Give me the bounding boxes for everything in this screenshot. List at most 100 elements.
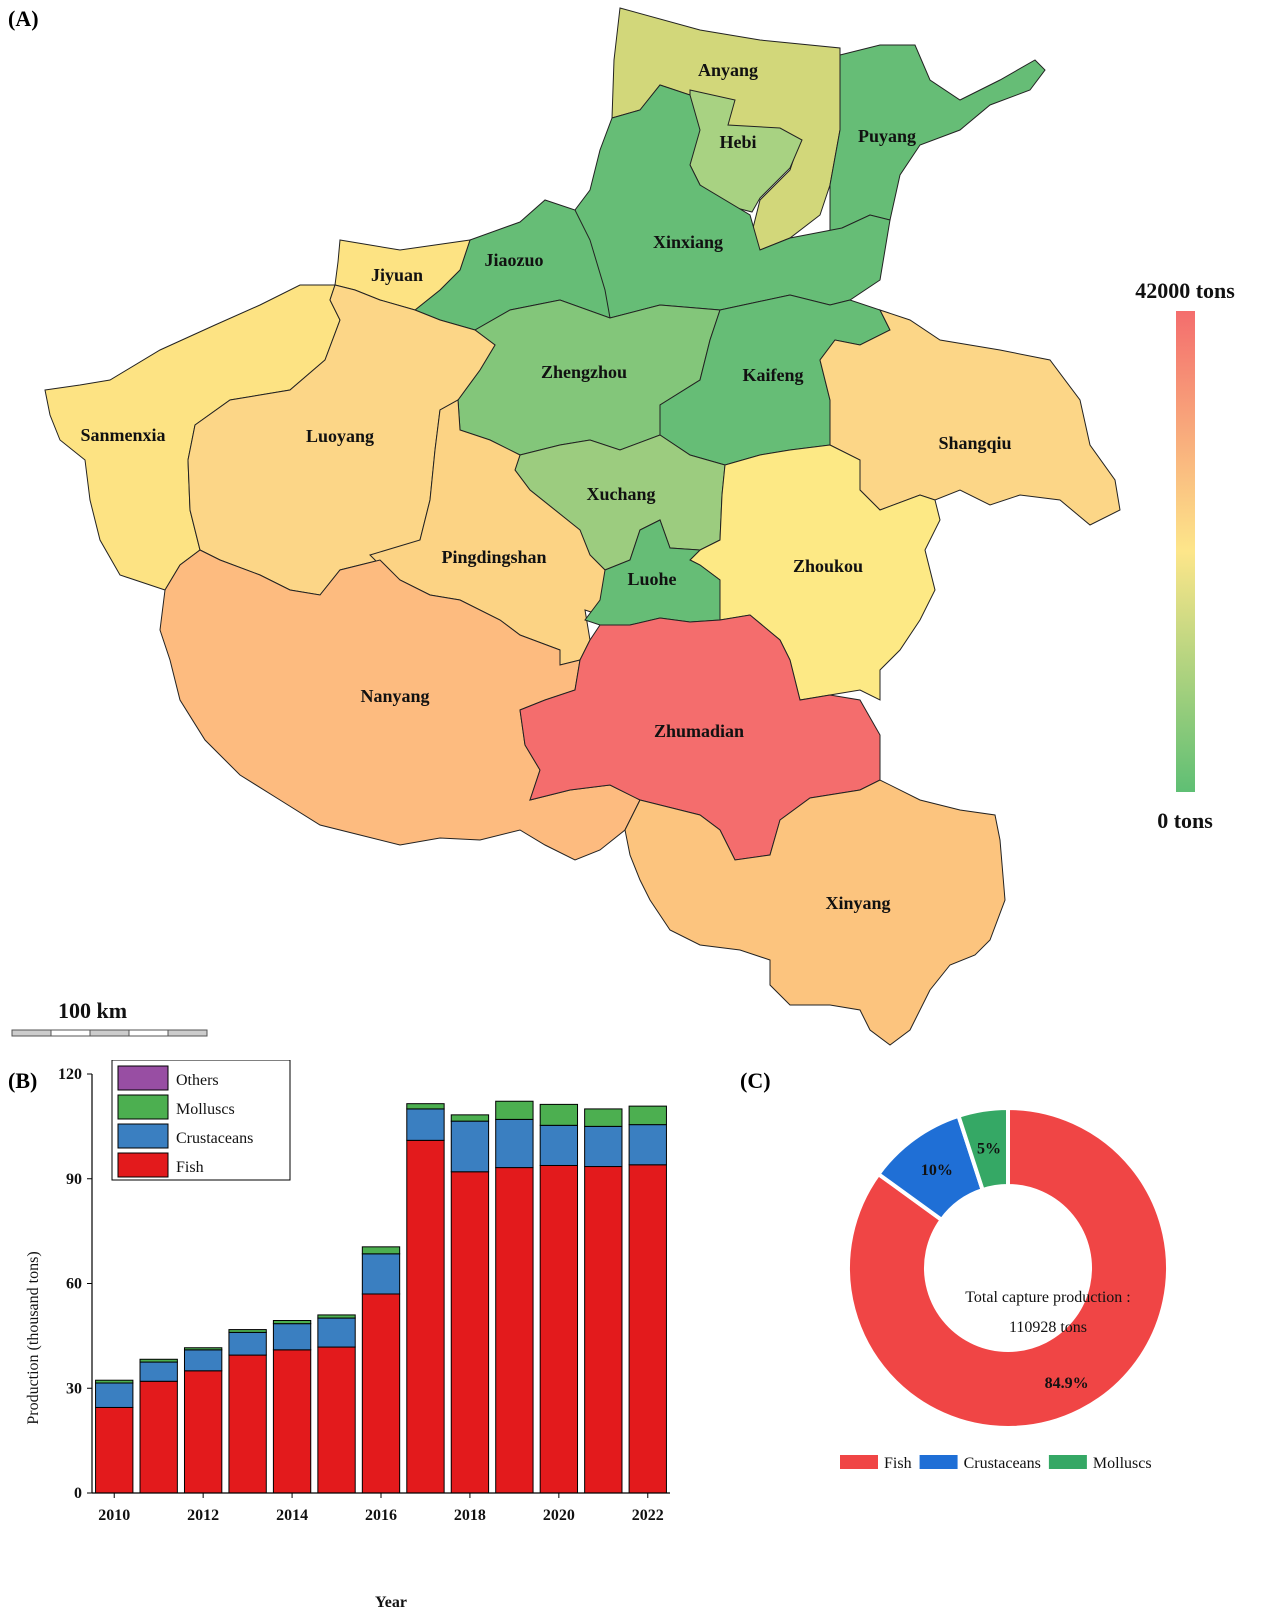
region-label-zhumadian: Zhumadian [654, 721, 744, 741]
donut-center-text-line1: Total capture production : [965, 1289, 1131, 1306]
bar-crustaceans-2017 [406, 1108, 445, 1141]
y-tick-label: 120 [58, 1066, 82, 1083]
x-tick-label: 2014 [276, 1507, 308, 1524]
bar-fish-2017 [406, 1139, 445, 1494]
panel-label-b: (B) [8, 1068, 38, 1093]
bar-fish-2015 [317, 1346, 356, 1494]
region-label-luohe: Luohe [627, 569, 676, 589]
bar-crustaceans-2015 [317, 1317, 356, 1348]
region-jiyuan [334, 239, 471, 311]
bar-fish-2011 [139, 1380, 178, 1494]
bar-molluscs-2018 [450, 1114, 490, 1122]
bar-fish-2013 [228, 1354, 267, 1494]
region-label-jiaozuo: Jiaozuo [484, 250, 543, 270]
region-label-sanmenxia: Sanmenxia [80, 425, 165, 445]
donut-slice-molluscs [955, 1105, 1010, 1193]
bar-molluscs-2019 [495, 1100, 534, 1120]
legend-swatch-crustaceans [117, 1123, 169, 1149]
bar-crustaceans-2010 [95, 1382, 134, 1408]
bar-molluscs-2016 [361, 1246, 401, 1255]
region-label-xinyang: Xinyang [825, 893, 890, 913]
legend-swatch-fish [117, 1152, 169, 1178]
region-label-anyang: Anyang [698, 60, 758, 80]
donut-center-text-line2: 110928 tons [1009, 1319, 1087, 1336]
donut-chart: 84.9% 10% 5% Total capture production : 11… [840, 1105, 1170, 1472]
bar-crustaceans-2011 [139, 1361, 178, 1382]
donut-legend-label-molluscs: Molluscs [1093, 1455, 1152, 1472]
legend-swatch-others [117, 1065, 169, 1091]
bar-fish-2021 [584, 1166, 623, 1494]
scale-bar-label: 100 km [58, 998, 127, 1023]
donut-legend-label-crustaceans: Crustaceans [964, 1455, 1041, 1472]
bar-molluscs-2022 [628, 1105, 667, 1126]
bar-molluscs-2021 [584, 1108, 623, 1127]
region-xinyang [624, 779, 1006, 1046]
region-label-hebi: Hebi [719, 132, 756, 152]
donut-legend-swatch-molluscs [1048, 1455, 1087, 1469]
y-tick-label: 90 [66, 1171, 82, 1188]
bar-fish-2014 [272, 1349, 312, 1494]
bar-fish-2010 [95, 1406, 134, 1494]
legend-max-label: 42000 tons [1135, 278, 1235, 303]
x-tick-label: 2016 [365, 1507, 397, 1524]
bar-molluscs-2011 [139, 1358, 178, 1363]
legend-label-others: Others [176, 1072, 219, 1089]
donut-legend-label-fish: Fish [884, 1455, 912, 1472]
bar-fish-2019 [495, 1167, 534, 1494]
region-label-pingdingshan: Pingdingshan [441, 547, 546, 567]
legend-label-fish: Fish [176, 1159, 204, 1176]
scale-bar [11, 1029, 208, 1037]
bar-fish-2012 [183, 1370, 223, 1494]
donut-slice-fish [846, 1105, 1170, 1430]
x-axis-label: Year [375, 1594, 407, 1611]
bar-crustaceans-2018 [450, 1120, 490, 1173]
bar-crustaceans-2014 [272, 1323, 312, 1351]
y-axis-label: Production (thousand tons) [25, 1251, 42, 1424]
region-label-zhoukou: Zhoukou [793, 556, 863, 576]
bar-crustaceans-2016 [361, 1253, 401, 1295]
legend-label-crustaceans: Crustaceans [176, 1130, 253, 1147]
donut-label-molluscs: 5% [977, 1140, 1001, 1157]
donut-label-fish: 84.9% [1045, 1375, 1089, 1392]
bar-molluscs-2010 [95, 1379, 134, 1384]
bar-crustaceans-2022 [628, 1124, 667, 1166]
region-label-nanyang: Nanyang [360, 686, 429, 706]
region-label-xinxiang: Xinxiang [653, 232, 723, 252]
bar-chart: 0 30 60 90 120 2010 2012 2014 2016 2018 2020 2022 O… [25, 1060, 670, 1611]
region-label-kaifeng: Kaifeng [743, 365, 804, 385]
region-shangqiu [819, 309, 1121, 526]
panel-label-a: (A) [8, 6, 39, 31]
region-label-luoyang: Luoyang [306, 426, 374, 446]
bar-molluscs-2015 [317, 1314, 356, 1319]
henan-map: Anyang Hebi Puyang Xinxiang Jiaozuo Jiyu… [11, 7, 1235, 1046]
color-gradient-bar [1176, 311, 1195, 792]
region-label-zhengzhou: Zhengzhou [541, 362, 627, 382]
bar-molluscs-2014 [272, 1320, 312, 1325]
bar-crustaceans-2019 [495, 1118, 534, 1169]
bar-molluscs-2013 [228, 1329, 267, 1333]
y-tick-label: 30 [66, 1380, 82, 1397]
bar-crustaceans-2013 [228, 1331, 267, 1356]
bar-molluscs-2020 [539, 1103, 579, 1126]
legend-swatch-molluscs [117, 1094, 169, 1120]
donut-legend-swatch-fish [840, 1455, 878, 1469]
region-label-shangqiu: Shangqiu [938, 433, 1011, 453]
x-tick-label: 2018 [454, 1507, 486, 1524]
bar-molluscs-2017 [406, 1103, 445, 1110]
bar-crustaceans-2020 [539, 1124, 579, 1166]
bar-fish-2022 [628, 1164, 667, 1494]
bar-molluscs-2012 [183, 1347, 223, 1351]
donut-legend-swatch-crustaceans [919, 1455, 958, 1469]
bar-fish-2018 [450, 1171, 490, 1494]
x-tick-label: 2010 [98, 1507, 130, 1524]
bar-fish-2020 [539, 1164, 579, 1494]
y-tick-label: 60 [66, 1276, 82, 1293]
x-tick-label: 2022 [632, 1507, 664, 1524]
y-tick-label: 0 [74, 1485, 82, 1502]
region-label-jiyuan: Jiyuan [371, 265, 423, 285]
bar-crustaceans-2021 [584, 1125, 623, 1168]
x-tick-label: 2012 [187, 1507, 219, 1524]
panel-label-c: (C) [740, 1068, 771, 1093]
region-label-puyang: Puyang [858, 126, 916, 146]
legend-min-label: 0 tons [1157, 808, 1213, 833]
